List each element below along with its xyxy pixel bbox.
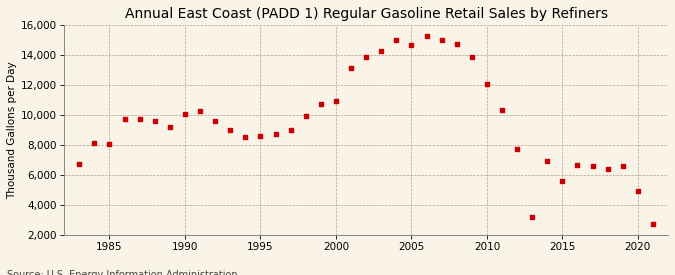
Point [421,34,432,38]
Point [587,164,598,169]
Point [165,125,176,129]
Point [315,101,326,106]
Point [376,49,387,53]
Point [225,128,236,132]
Point [240,135,250,139]
Point [497,108,508,112]
Point [331,98,342,103]
Point [557,178,568,183]
Point [602,166,613,171]
Point [300,113,311,118]
Point [406,43,416,47]
Point [481,82,492,86]
Point [572,163,583,167]
Point [618,164,628,169]
Point [286,128,296,132]
Point [346,65,356,70]
Point [512,147,522,152]
Point [360,55,371,59]
Point [452,42,462,46]
Point [647,222,658,226]
Point [391,38,402,42]
Point [436,38,447,42]
Title: Annual East Coast (PADD 1) Regular Gasoline Retail Sales by Refiners: Annual East Coast (PADD 1) Regular Gasol… [125,7,608,21]
Point [632,189,643,193]
Point [526,214,537,219]
Text: Source: U.S. Energy Information Administration: Source: U.S. Energy Information Administ… [7,271,238,275]
Point [119,116,130,121]
Point [89,141,100,145]
Point [149,119,160,123]
Point [255,134,266,138]
Point [210,119,221,123]
Point [74,162,84,166]
Point [104,142,115,146]
Point [180,112,190,116]
Point [466,55,477,59]
Y-axis label: Thousand Gallons per Day: Thousand Gallons per Day [7,61,17,199]
Point [270,132,281,136]
Point [542,159,553,163]
Point [194,109,205,113]
Point [134,117,145,122]
